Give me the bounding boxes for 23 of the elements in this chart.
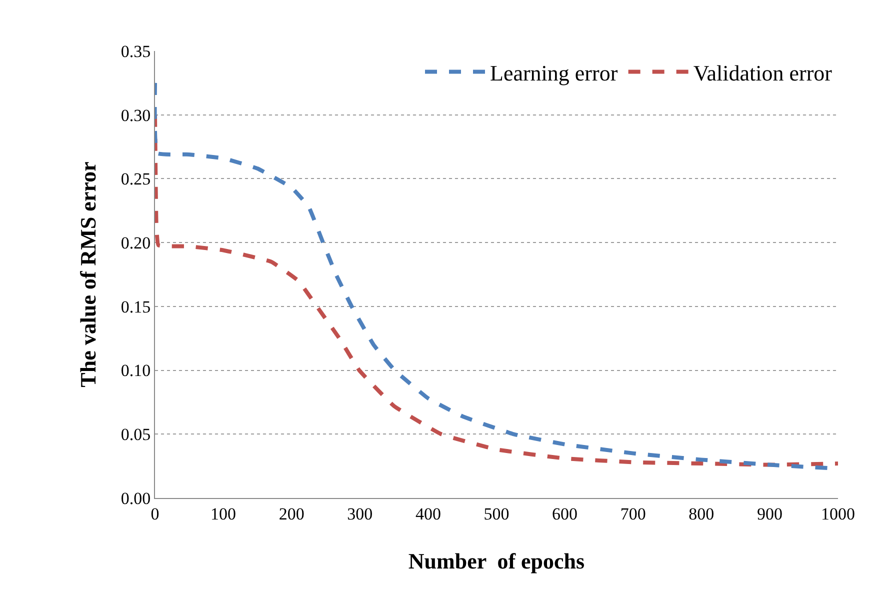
x-tick-label: 1000 bbox=[821, 504, 855, 524]
x-tick-label: 0 bbox=[150, 504, 160, 524]
legend-label: Learning error bbox=[490, 60, 618, 86]
x-axis-title: Number of epochs bbox=[408, 548, 586, 574]
y-axis-title: The value of RMS error bbox=[76, 161, 101, 388]
x-tick-label: 300 bbox=[347, 504, 373, 524]
y-tick-label: 0.10 bbox=[120, 361, 151, 380]
x-tick-label: 600 bbox=[552, 504, 578, 524]
x-tick-label: 100 bbox=[210, 504, 236, 524]
y-tick-label: 0.15 bbox=[120, 297, 151, 316]
y-tick-label: 0.25 bbox=[120, 170, 151, 189]
y-tick-label: 0.30 bbox=[120, 106, 151, 125]
x-tick-label: 500 bbox=[484, 504, 510, 524]
x-tick-label: 800 bbox=[688, 504, 714, 524]
x-tick-label: 200 bbox=[278, 504, 304, 524]
y-tick-label: 0.05 bbox=[120, 425, 151, 444]
y-tick-label: 0.00 bbox=[120, 488, 151, 508]
y-tick-label: 0.35 bbox=[120, 42, 151, 61]
legend-label: Validation error bbox=[693, 60, 833, 86]
y-tick-label: 0.20 bbox=[120, 234, 151, 253]
x-tick-label: 400 bbox=[415, 504, 441, 524]
x-tick-label: 700 bbox=[620, 504, 646, 524]
x-tick-label: 900 bbox=[756, 504, 782, 524]
